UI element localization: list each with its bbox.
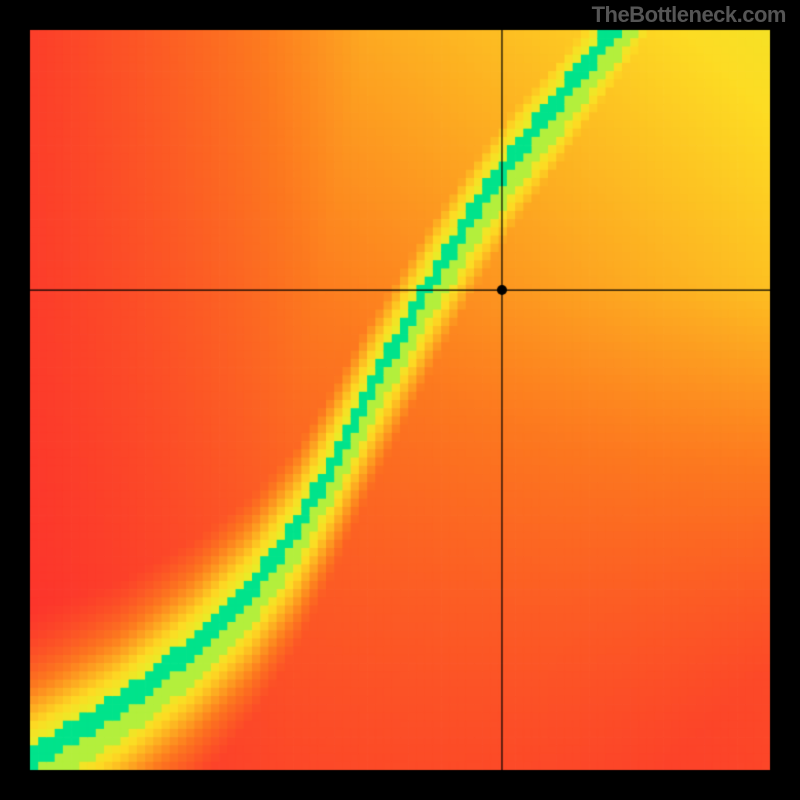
bottleneck-heatmap [0, 0, 800, 800]
watermark-label: TheBottleneck.com [592, 2, 786, 28]
chart-container: TheBottleneck.com [0, 0, 800, 800]
